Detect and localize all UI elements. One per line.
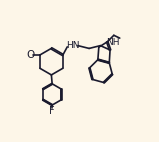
Text: F: F <box>49 106 55 116</box>
Text: NH: NH <box>107 38 120 47</box>
Text: HN: HN <box>66 41 80 50</box>
Text: O: O <box>27 50 35 60</box>
